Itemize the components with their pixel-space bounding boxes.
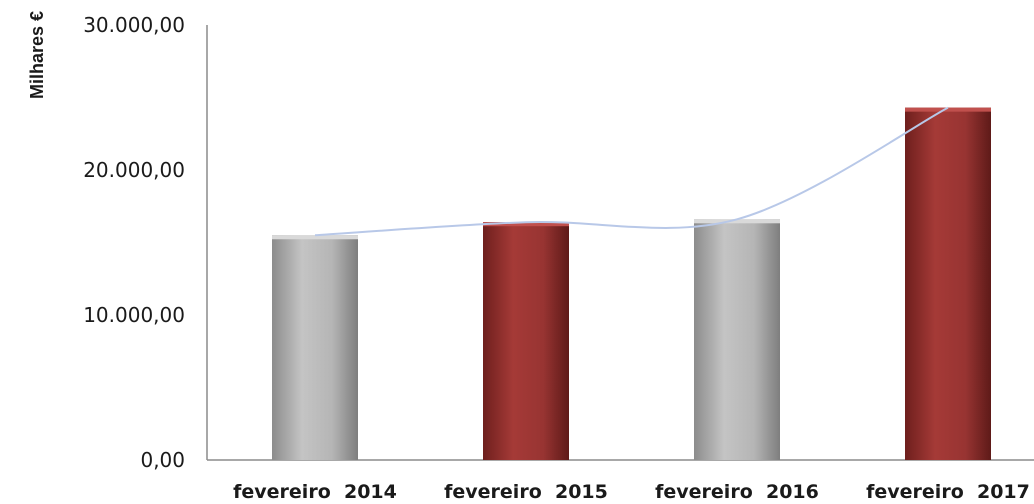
y-tick-label: 10.000,00 [83, 303, 185, 327]
bar [694, 219, 780, 460]
y-tick-label: 30.000,00 [83, 13, 185, 37]
trendline [314, 106, 949, 237]
y-tick-label: 0,00 [140, 448, 185, 472]
x-tick-label: fevereiro 2015 [444, 481, 608, 503]
bar-top-bevel [272, 235, 358, 240]
x-tick-label: fevereiro 2016 [655, 481, 819, 503]
bar [905, 107, 991, 461]
x-tick-label: fevereiro 2014 [233, 481, 397, 503]
bar [272, 235, 358, 460]
bar [483, 222, 569, 460]
bar-top-bevel [905, 107, 991, 112]
bars [272, 107, 991, 461]
x-tick-label: fevereiro 2017 [866, 481, 1030, 503]
bar-top-bevel [694, 219, 780, 224]
y-axis-ticks: 0,00 10.000,00 20.000,00 30.000,00 [83, 13, 185, 472]
x-axis-labels: fevereiro 2014 fevereiro 2015 fevereiro 20… [233, 481, 1030, 503]
y-tick-label: 20.000,00 [83, 158, 185, 182]
bar-top-bevel [483, 222, 569, 227]
y-axis-title: Milhares € [27, 11, 47, 99]
